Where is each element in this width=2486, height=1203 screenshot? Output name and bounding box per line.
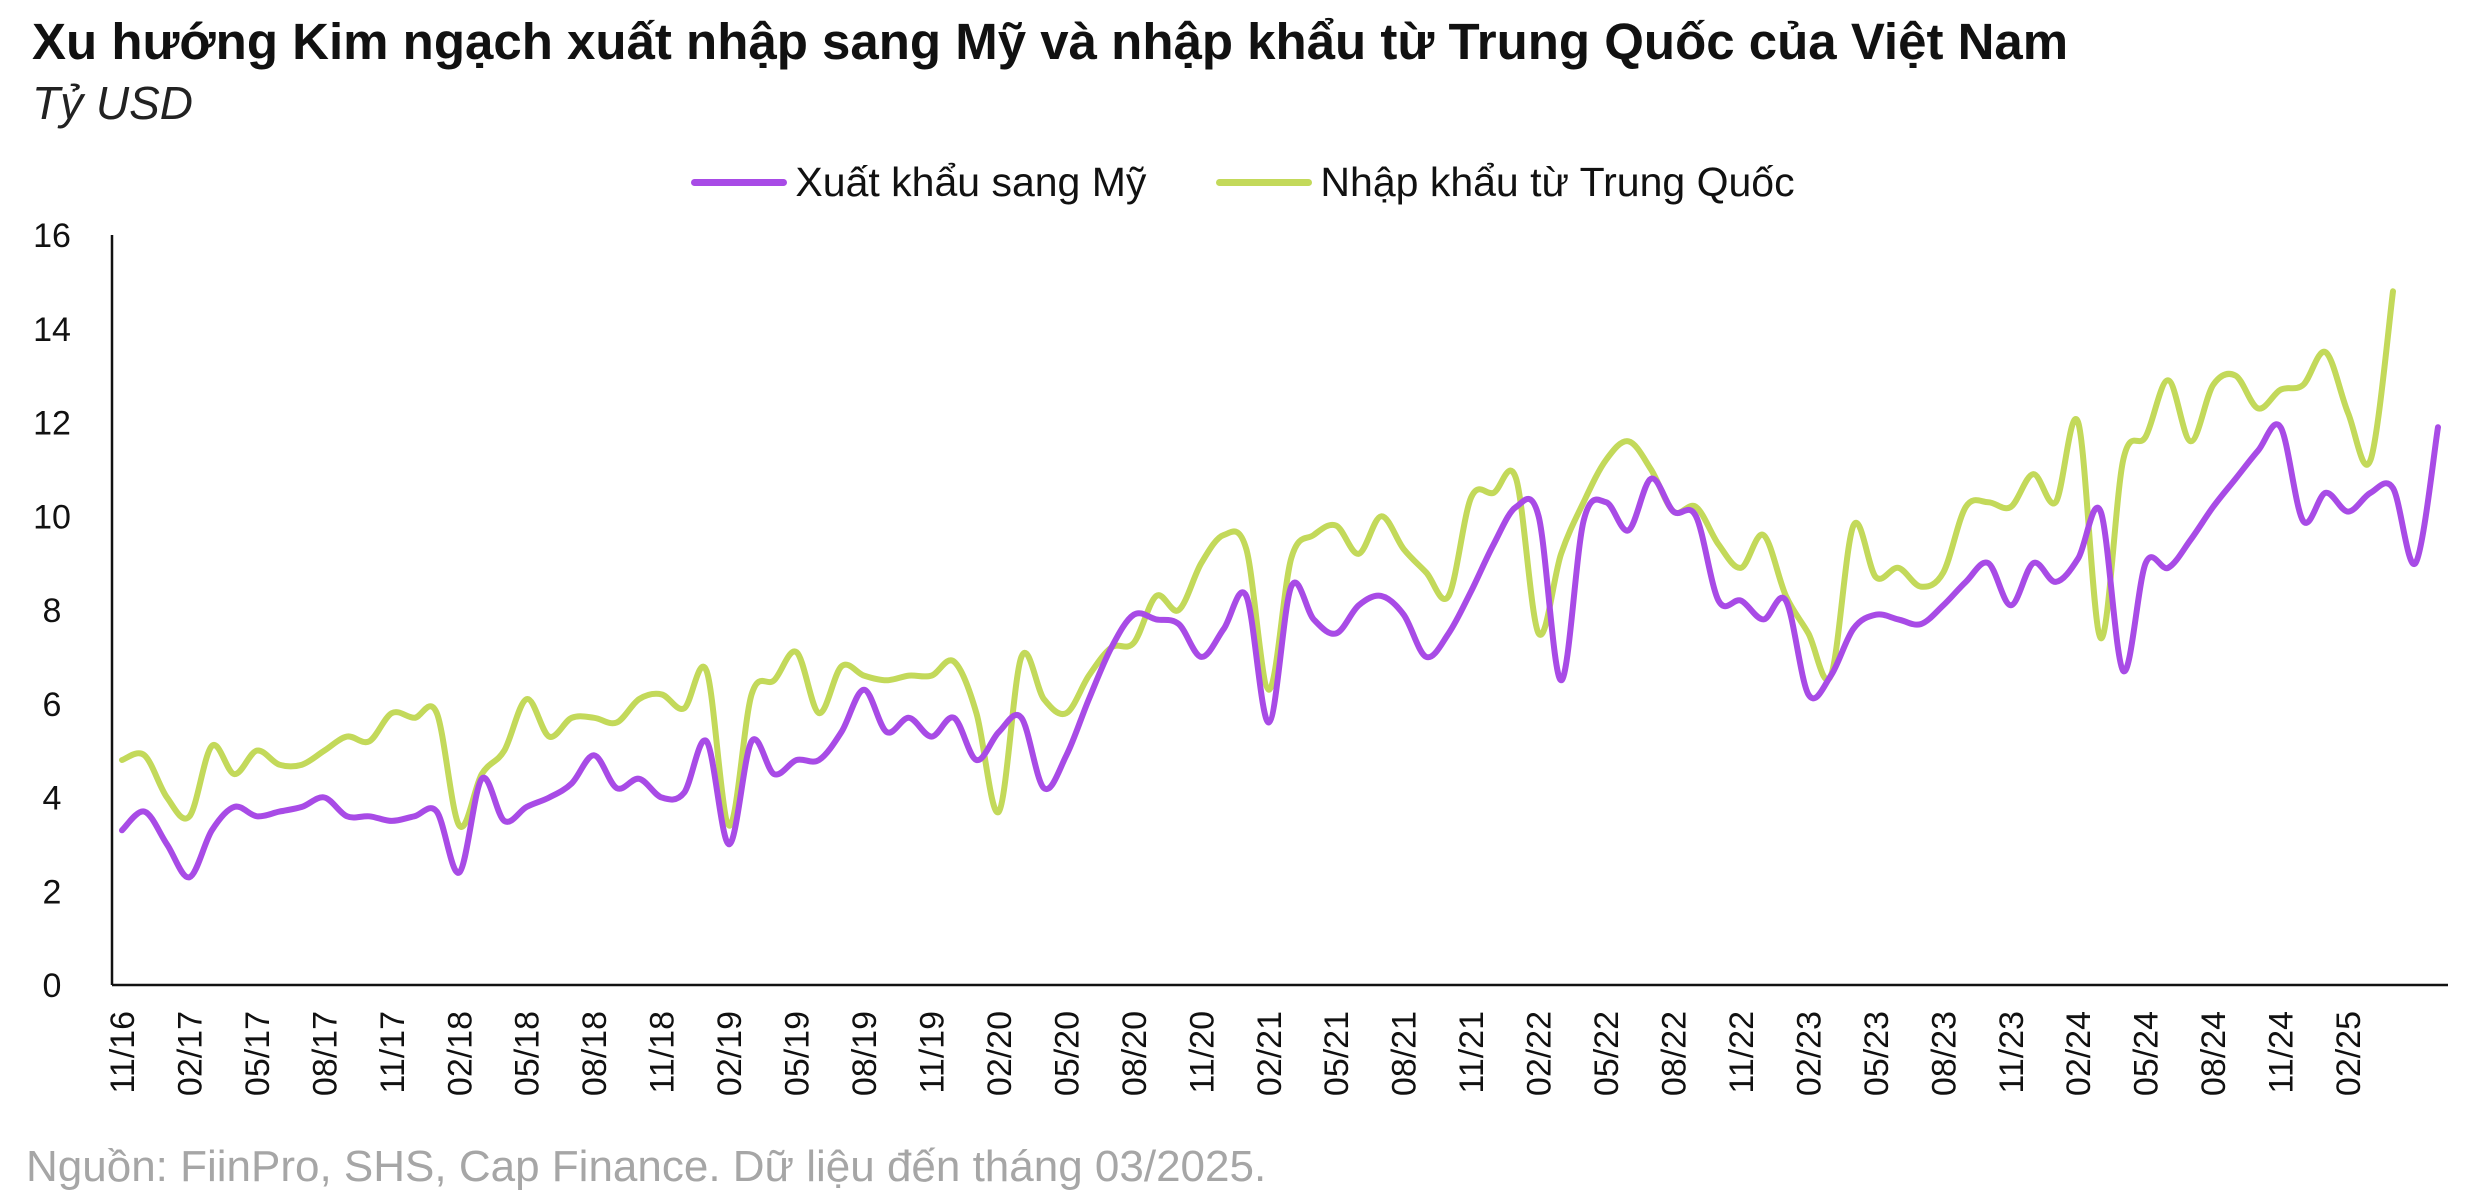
x-tick-label: 11/17	[374, 1011, 412, 1094]
series-lines	[119, 288, 2441, 881]
x-tick-label: 02/23	[1790, 1011, 1828, 1096]
x-axis-ticks: 11/16 02/17 05/17 08/17 11/17 02/18 05/18 08/18…	[104, 1011, 2368, 1096]
y-tick-label: 4	[43, 780, 62, 818]
x-tick-label: 02/25	[2330, 1011, 2368, 1096]
x-tick-label: 11/16	[104, 1011, 142, 1094]
x-tick-label: 05/19	[779, 1011, 817, 1096]
y-tick-label: 12	[33, 405, 71, 443]
legend-item-imports: Nhập khẩu từ Trung Quốc	[1216, 158, 1795, 206]
x-tick-label: 08/18	[576, 1011, 614, 1096]
y-axis-ticks: 0 2 4 6 8 10 12 14 16	[33, 217, 71, 1005]
x-tick-label: 02/24	[2060, 1011, 2098, 1096]
y-tick-label: 8	[43, 592, 62, 630]
legend-swatch-imports	[1216, 178, 1313, 186]
x-tick-label: 11/21	[1453, 1011, 1491, 1094]
x-tick-label: 11/24	[2263, 1011, 2301, 1094]
x-tick-label: 08/22	[1655, 1011, 1693, 1096]
x-tick-label: 05/24	[2128, 1011, 2166, 1096]
x-tick-label: 08/17	[306, 1011, 344, 1096]
x-tick-label: 05/23	[1858, 1011, 1896, 1096]
x-tick-label: 02/20	[981, 1011, 1019, 1096]
legend-item-exports: Xuất khẩu sang Mỹ	[691, 159, 1146, 206]
y-tick-label: 0	[43, 967, 62, 1005]
x-tick-label: 05/17	[239, 1011, 277, 1096]
x-tick-label: 11/22	[1723, 1011, 1761, 1094]
x-tick-label: 11/19	[913, 1011, 951, 1094]
y-tick-label: 6	[43, 686, 62, 724]
chart-axes	[110, 235, 2448, 987]
legend-label-exports: Xuất khẩu sang Mỹ	[795, 158, 1147, 205]
x-tick-label: 02/19	[711, 1011, 749, 1096]
x-tick-label: 08/20	[1116, 1011, 1154, 1096]
chart-legend: Xuất khẩu sang Mỹ Nhập khẩu từ Trung Quố…	[0, 152, 2486, 212]
x-tick-label: 05/20	[1048, 1011, 1086, 1096]
chart-subtitle-unit: Tỷ USD	[32, 77, 193, 129]
x-tick-label: 05/22	[1588, 1011, 1626, 1096]
x-tick-label: 05/18	[509, 1011, 547, 1096]
x-tick-label: 02/17	[171, 1011, 209, 1096]
x-tick-label: 02/21	[1251, 1011, 1289, 1096]
chart-title: Xu hướng Kim ngạch xuất nhập sang Mỹ và …	[32, 13, 2069, 70]
x-tick-label: 11/23	[1993, 1011, 2031, 1094]
x-tick-label: 11/18	[644, 1011, 682, 1094]
x-tick-label: 08/23	[1925, 1011, 1963, 1096]
x-tick-label: 02/18	[441, 1011, 479, 1096]
source-note: Nguồn: FiinPro, SHS, Cap Finance. Dữ liệ…	[26, 1142, 1267, 1191]
y-tick-label: 10	[33, 498, 71, 536]
x-tick-label: 02/22	[1521, 1011, 1559, 1096]
legend-label-imports: Nhập khẩu từ Trung Quốc	[1320, 158, 1795, 205]
y-tick-label: 2	[43, 873, 62, 911]
series-line-imports-from-china	[119, 288, 2396, 830]
x-tick-label: 08/19	[846, 1011, 884, 1096]
x-tick-label: 08/24	[2195, 1011, 2233, 1096]
x-tick-label: 11/20	[1183, 1011, 1221, 1094]
y-tick-label: 14	[33, 311, 71, 349]
x-tick-label: 05/21	[1318, 1011, 1356, 1096]
y-tick-label: 16	[33, 217, 71, 255]
x-tick-label: 08/21	[1386, 1011, 1424, 1096]
legend-swatch-exports	[691, 178, 788, 186]
series-line-exports-to-us	[119, 421, 2441, 881]
